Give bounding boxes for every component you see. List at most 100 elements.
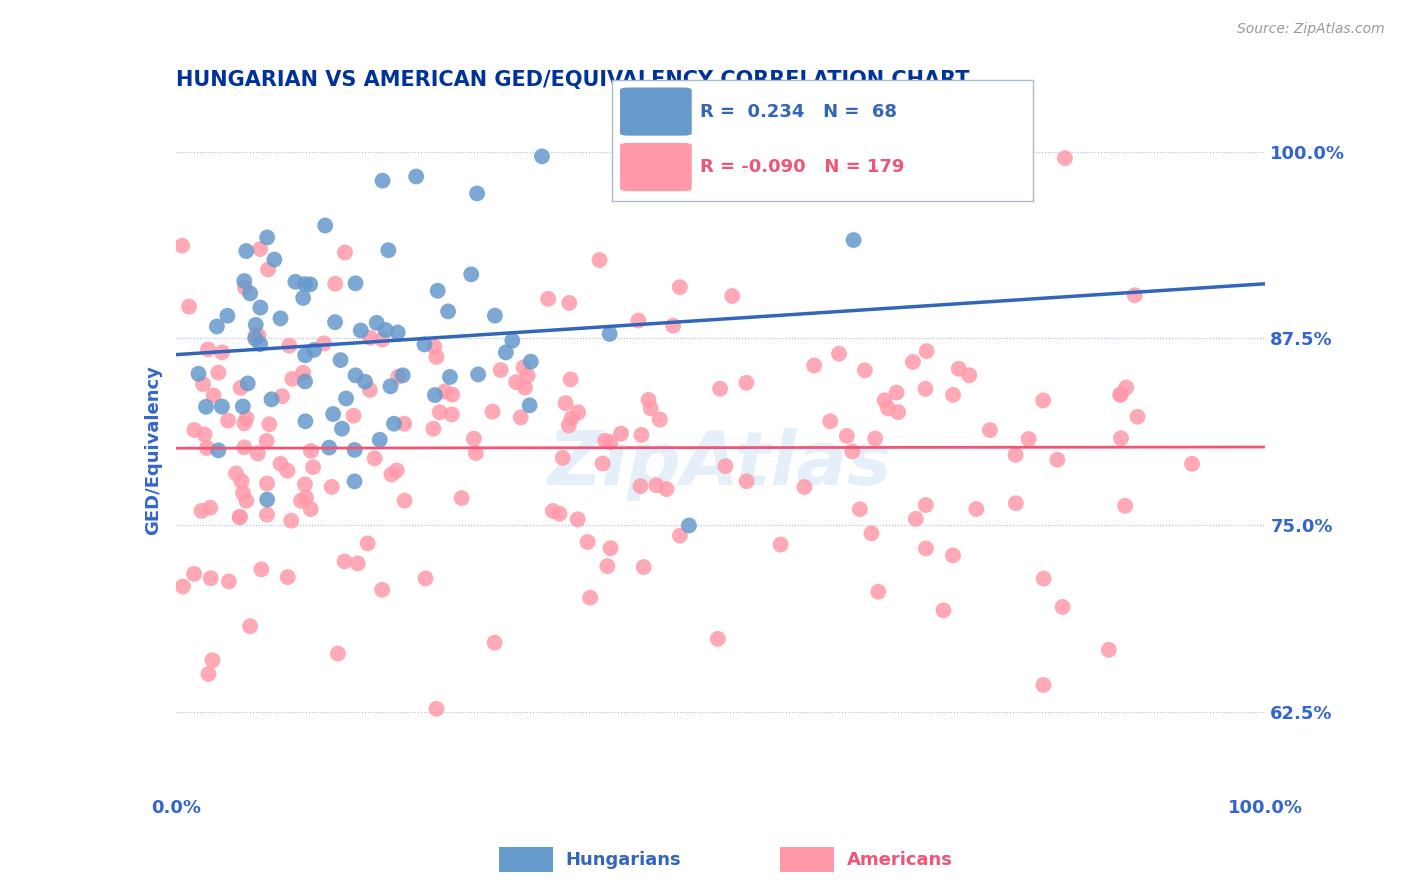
Point [630, 428, 652, 442]
Point [914, 382, 936, 396]
Point [599, 326, 621, 341]
Point [299, 444, 322, 458]
Point [1126, 409, 1149, 424]
Point [948, 361, 970, 376]
Point [256, 476, 278, 491]
Point [439, 370, 461, 384]
Point [249, 337, 271, 351]
Point [387, 326, 409, 340]
Point [669, 528, 692, 542]
Point [371, 333, 394, 347]
Point [201, 653, 224, 667]
Point [655, 482, 678, 496]
Point [321, 480, 343, 494]
Point [489, 363, 512, 377]
Point [1004, 448, 1026, 462]
Point [714, 459, 737, 474]
Point [314, 219, 336, 233]
Point [942, 549, 965, 563]
Point [554, 396, 576, 410]
Point [263, 252, 285, 267]
Point [368, 433, 391, 447]
Point [235, 411, 257, 425]
Point [207, 443, 229, 458]
Point [481, 404, 503, 418]
Point [256, 434, 278, 448]
Point [769, 538, 792, 552]
Point [380, 467, 402, 482]
Point [245, 318, 267, 332]
Point [246, 446, 269, 460]
Point [245, 328, 267, 343]
Point [835, 429, 858, 443]
Point [429, 405, 451, 419]
Point [640, 401, 662, 416]
Point [853, 363, 876, 377]
Point [225, 467, 247, 481]
Point [200, 571, 222, 585]
Point [415, 571, 437, 585]
Point [610, 426, 633, 441]
Point [592, 457, 614, 471]
Point [191, 377, 214, 392]
Point [342, 409, 364, 423]
Point [269, 311, 291, 326]
Point [965, 502, 987, 516]
Point [302, 460, 325, 475]
Point [217, 309, 239, 323]
Point [630, 479, 652, 493]
Point [211, 400, 233, 414]
Point [312, 336, 335, 351]
Point [633, 560, 655, 574]
Point [202, 388, 225, 402]
Point [558, 296, 581, 310]
Point [561, 411, 583, 425]
Point [177, 300, 200, 314]
Point [195, 400, 218, 414]
Point [232, 400, 254, 414]
Point [520, 354, 543, 368]
Point [423, 388, 446, 402]
Text: Source: ZipAtlas.com: Source: ZipAtlas.com [1237, 22, 1385, 37]
Point [863, 432, 886, 446]
Point [270, 457, 292, 471]
Point [387, 369, 409, 384]
Point [1018, 432, 1040, 446]
Point [394, 493, 416, 508]
Point [299, 502, 322, 516]
Point [484, 636, 506, 650]
Point [350, 324, 373, 338]
Point [190, 504, 212, 518]
Point [197, 667, 219, 681]
Point [464, 446, 486, 460]
Point [957, 368, 980, 383]
Point [1052, 599, 1074, 614]
Point [593, 434, 616, 448]
FancyBboxPatch shape [620, 143, 692, 191]
Point [207, 366, 229, 380]
Point [382, 417, 405, 431]
Point [235, 244, 257, 258]
Point [231, 474, 253, 488]
Point [172, 579, 194, 593]
Point [915, 344, 938, 359]
Point [541, 504, 564, 518]
Point [294, 277, 316, 292]
Point [363, 451, 385, 466]
Point [374, 323, 396, 337]
Point [371, 174, 394, 188]
Point [284, 275, 307, 289]
Point [509, 410, 531, 425]
Text: Hungarians: Hungarians [565, 851, 681, 869]
Point [588, 252, 610, 267]
Point [217, 414, 239, 428]
Point [904, 512, 927, 526]
Point [979, 423, 1001, 437]
Point [678, 518, 700, 533]
Point [183, 423, 205, 437]
Point [422, 422, 444, 436]
Point [537, 292, 560, 306]
Point [211, 345, 233, 359]
Point [233, 416, 256, 430]
Point [860, 526, 883, 541]
